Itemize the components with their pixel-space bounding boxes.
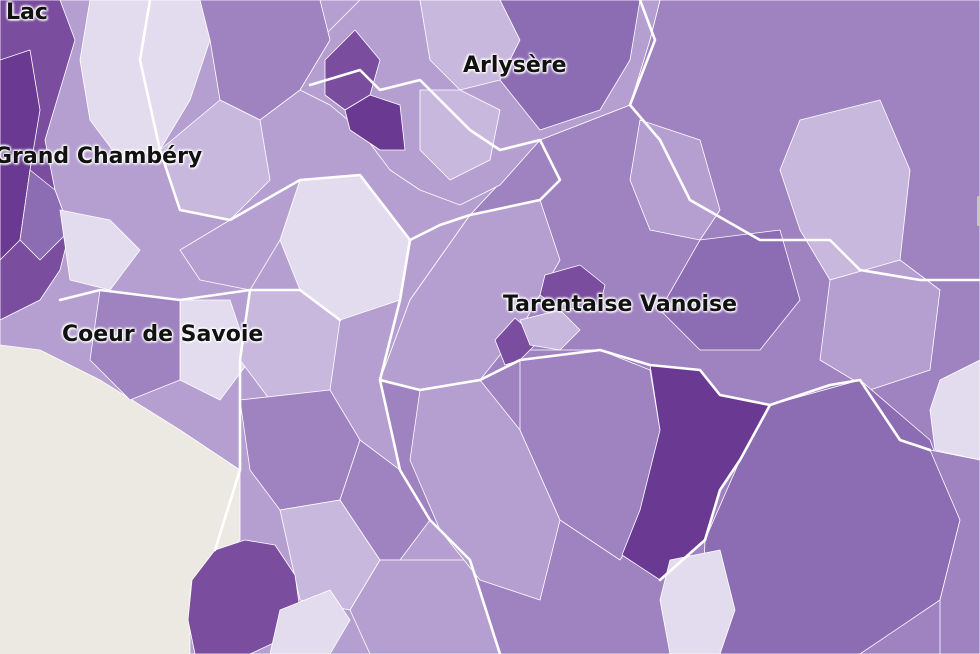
commune-tarentaise-dark-2[interactable] — [494, 317, 541, 366]
commune-southeast-light[interactable] — [659, 549, 736, 654]
commune-east-2[interactable] — [929, 449, 980, 654]
commune-tarentaise-2[interactable] — [409, 379, 561, 601]
commune-arlysere-dark-2[interactable] — [344, 94, 406, 151]
epci-border-tarentaise-south — [378, 348, 932, 452]
commune-light-2[interactable] — [59, 209, 141, 291]
commune-chambery-inner[interactable] — [19, 169, 71, 261]
epci-border-west — [378, 238, 502, 654]
commune-southwest-light[interactable] — [269, 589, 351, 654]
epci-border-tarentaise-north — [628, 0, 980, 282]
commune-tarentaise-5[interactable] — [659, 229, 801, 351]
scrollbar-thumb[interactable] — [977, 196, 980, 226]
epci-border-arlysere — [308, 68, 562, 242]
commune-southeast-1[interactable] — [699, 379, 961, 654]
commune-center-1[interactable] — [199, 0, 331, 121]
commune-tarentaise-light[interactable] — [519, 309, 581, 351]
commune-arlysere-mid[interactable] — [419, 89, 501, 181]
epci-border-maurienne — [658, 403, 772, 582]
epci-border-chambery — [138, 0, 412, 242]
commune-tarentaise-7[interactable] — [819, 259, 941, 391]
commune-arlysere-medium[interactable] — [499, 0, 641, 131]
epci-border-coeur-de-savoie — [58, 288, 342, 552]
commune-tarentaise-dark-1[interactable] — [539, 264, 606, 311]
commune-east-light[interactable] — [929, 359, 980, 461]
